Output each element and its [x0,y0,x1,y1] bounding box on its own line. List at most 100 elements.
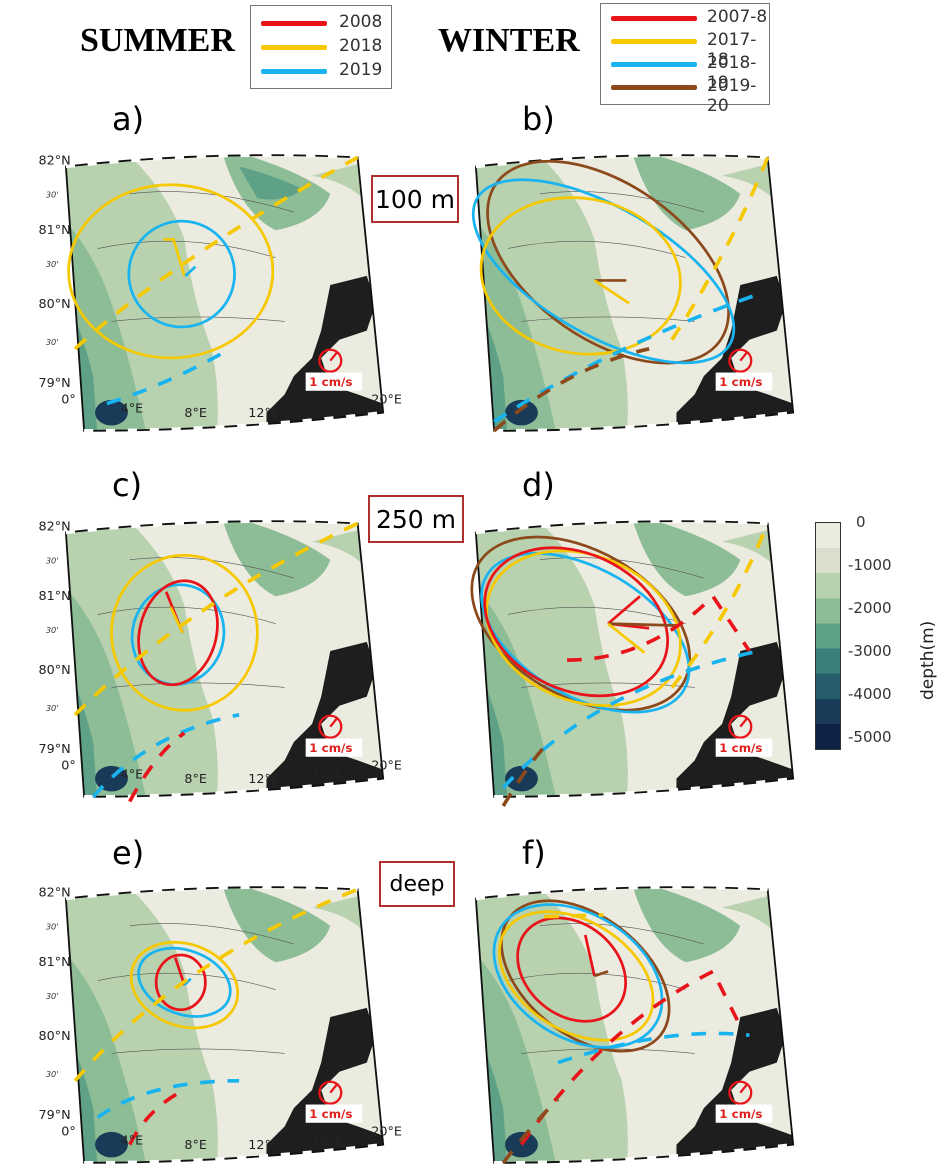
lon-label: 20°E [371,1125,402,1140]
scale-reference: 1 cm/s [715,1080,773,1123]
track-2018-19 [557,1031,750,1065]
track-2008 [128,1088,186,1146]
map-base [474,519,795,799]
track-2018 [73,887,359,1083]
track-2008 [128,731,186,803]
ellipse-2019 [137,946,232,1018]
ellipse-2019 [127,219,236,329]
colorbar-tick: 0 [856,513,866,531]
colorbar-tick: -4000 [848,685,892,703]
current-ellipses [492,899,671,1053]
lat-label: 30' [46,703,59,713]
legend-label: 2019-20 [707,76,757,116]
legend-swatch [611,16,697,21]
lon-label: 12°E [248,406,279,421]
legend-label: 2007-8 [707,7,768,27]
scale-label: 1 cm/s [309,375,352,389]
vector-2018 [169,606,184,634]
lat-label: 80°N [39,297,71,312]
scale-reference: 1 cm/s [715,348,773,391]
vector-2019-20 [593,970,609,978]
lat-label: 30' [46,921,59,931]
lat-label: 30' [46,1069,59,1079]
winter-header: WINTER [438,22,580,59]
ellipse-2018-19 [480,552,691,714]
ellipse-2008 [137,579,219,687]
track-2018 [73,521,359,717]
lat-label: 81°N [39,589,71,604]
legend-swatch [261,69,327,74]
legend-label: 2018-19 [707,53,757,93]
ellipse-2017-18 [485,549,682,707]
colorbar-tick: -3000 [848,642,892,660]
track-2019 [96,1079,240,1119]
summer-header: SUMMER [80,22,235,59]
map-base [64,885,385,1165]
scale-reference: 1 cm/s [305,714,363,757]
depth-label-100m: 100 m [371,175,459,223]
ellipse-2007-8 [516,916,628,1023]
lon-label: 16°E [312,768,343,783]
ellipse-2018-19 [492,903,664,1049]
scale-label: 1 cm/s [309,1107,352,1121]
ellipse-2018 [129,940,240,1030]
legend-item: 2018-19 [601,53,769,93]
axis-labels: 82°N 30' 81°N 30' 80°N 30' 79°N 0° 4°E 8… [39,886,402,1154]
lon-label: 0° [61,1125,76,1140]
map-base [64,153,385,433]
track-2019-20 [492,347,650,433]
legend-swatch [611,39,697,44]
map-panel-b: 1 cm/s [471,153,795,433]
winter-legend: 2007-8 2017-18 2018-19 2019-20 [600,3,770,116]
legend-item: 2018 [251,36,391,57]
lon-label: 4°E [121,402,144,417]
scale-reference: 1 cm/s [305,348,363,391]
colorbar-tick: -2000 [848,599,892,617]
dashed-tracks [501,913,750,1164]
axis-labels: 82°N 30' 81°N 30' 80°N 30' 79°N 0° 4°E 8… [39,520,402,788]
lat-label: 82°N [39,520,71,535]
lat-label: 30' [46,189,59,199]
vector-2017-18 [607,622,646,654]
legend-label: 2017-18 [707,30,757,70]
lon-label: 8°E [184,1138,207,1153]
panel-label-d: d) [522,466,555,504]
panel-label-c: c) [112,466,143,504]
lat-label: 81°N [39,223,71,238]
lon-label: 4°E [121,768,144,783]
lon-label: 8°E [184,772,207,787]
depth-colorbar [815,522,841,750]
scale-reference: 1 cm/s [305,1080,363,1123]
lat-label: 30' [46,337,59,347]
lat-label: 82°N [39,886,71,901]
colorbar-tick: -1000 [848,556,892,574]
track-2018 [73,155,359,351]
lat-label: 30' [46,991,59,1001]
panel-label-e: e) [112,834,145,872]
legend-label: 2008 [339,12,383,32]
lon-label: 0° [61,759,76,774]
track-2019-20 [501,1097,560,1164]
current-ellipses [471,159,736,365]
lat-label: 80°N [39,1029,71,1044]
scale-label: 1 cm/s [719,375,762,389]
colorbar-label: depth(m) [918,620,938,700]
lat-label: 79°N [39,742,71,757]
panel-label-a: a) [112,100,145,138]
track-2018-19 [501,649,759,789]
track-2017-18 [544,913,604,919]
dashed-tracks [73,521,359,803]
panel-label-b: b) [522,100,555,138]
axis-labels: 82°N 30' 81°N 30' 80°N 30' 79°N 0° 4°E 8… [39,154,402,422]
scale-label: 1 cm/s [309,741,352,755]
legend-swatch [261,21,327,26]
lon-label: 12°E [248,772,279,787]
vector-2019 [184,265,197,277]
lat-label: 30' [46,625,59,635]
map-panel-a: 1 cm/s 82°N 30' 81°N 30' 80°N 30' 79°N 0… [39,153,402,433]
legend-item: 2019 [251,60,391,81]
lat-label: 30' [46,555,59,565]
dashed-tracks [492,156,770,433]
dashed-tracks [501,522,770,807]
vector-2018 [163,238,186,277]
